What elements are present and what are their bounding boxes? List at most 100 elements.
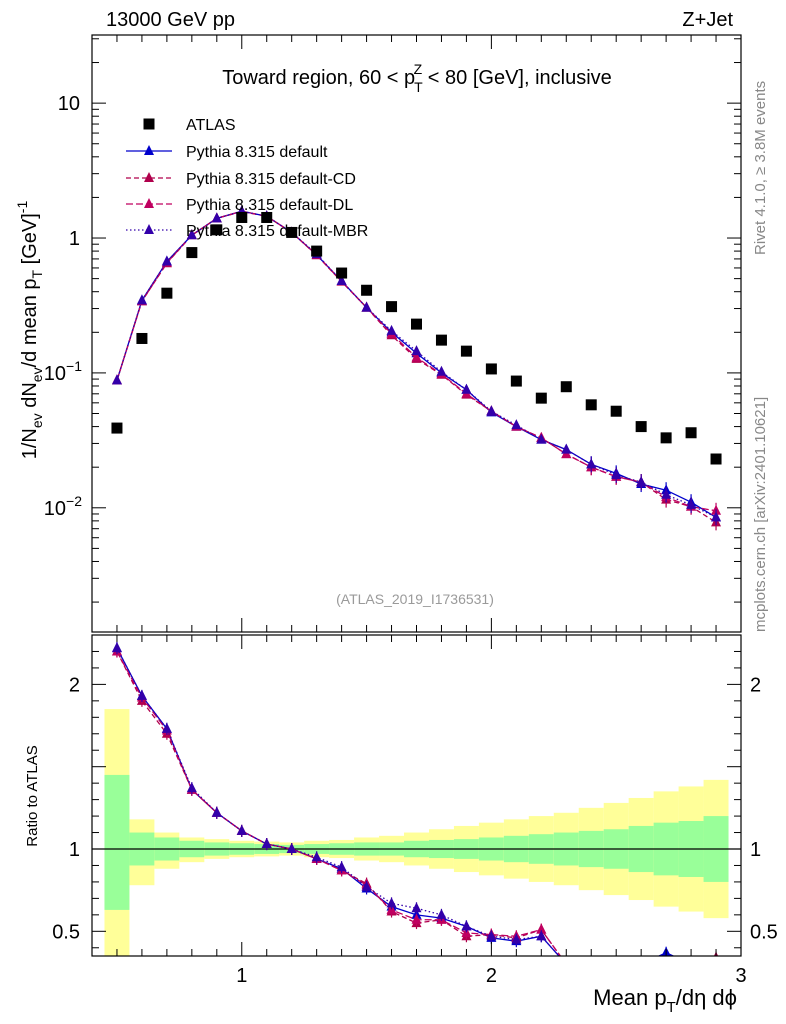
data-point [585,399,597,411]
series-point [686,498,697,509]
title-sub: T [414,79,423,95]
ratio-y-tick-label: 1 [69,839,80,861]
legend-label-atlas: ATLAS [186,117,236,134]
ratio-point [711,958,721,968]
y-axis-label: 1/Nev dNev/d mean pT [GeV]-1 [14,201,45,460]
data-point [435,334,447,346]
series-point [436,365,447,376]
ratio-series [111,642,721,968]
y-tick-label: 10 [58,93,80,115]
series-point [136,294,147,305]
title-pre: Toward region, 60 < p [222,67,415,89]
data-point [161,287,173,299]
data-point [136,332,148,344]
x-tick-label: 2 [486,965,497,987]
legend-label-1: Pythia 8.315 default-CD [186,171,356,188]
ratio-y-tick-label-right: 1 [750,839,761,861]
ratio-point [536,923,547,934]
ratio-point [111,642,122,653]
data-point [211,224,223,236]
legend-label-2: Pythia 8.315 default-DL [186,197,353,214]
data-point [685,427,697,439]
data-point [485,363,497,375]
ratio-point [711,958,721,968]
series-point [611,469,622,480]
chart-title: Toward region, 60 < pTZ < 80 [GeV], incl… [222,61,612,95]
x-axis-label: Mean pT/dη dϕ [593,985,737,1016]
series-point [211,212,222,223]
ratio-point [461,920,472,931]
series-point [461,383,472,394]
ratio-point [236,824,247,835]
ratio-point [611,958,621,968]
ratio-point [361,880,372,891]
ratio-point [611,958,621,968]
ratio-point [636,958,646,968]
x-tick-label: 3 [735,965,746,987]
ratio-y-tick-label-right: 0.5 [750,921,778,943]
series-point [411,351,422,362]
ratio-y-tick-label: 2 [69,674,80,696]
y-tick-label: 10−2 [44,493,82,520]
ratio-point [636,958,646,968]
ratio-point [436,908,447,919]
data-point [286,226,298,238]
data-point [411,318,422,330]
ratio-point [286,843,297,853]
side-label-mcplots: mcplots.cern.ch [arXiv:2401.10621] [752,397,769,632]
y-tick-label: 1 [69,228,80,250]
ratio-point [536,930,547,941]
x-tick-label: 1 [236,965,247,987]
ratio-point [561,958,571,968]
legend-marker-2 [144,198,154,208]
ratio-point [686,958,696,968]
ratio-point [411,902,422,913]
ratio-point [561,958,571,968]
ratio-point [161,722,172,733]
data-point [311,245,323,257]
data-point [386,301,398,313]
legend-marker-atlas [143,118,155,130]
legend-label-3: Pythia 8.315 default-MBR [186,223,368,240]
ratio-y-tick-label-right: 2 [750,674,761,696]
legend-marker-0 [144,145,154,155]
ratio-point [561,958,571,968]
series-point [386,324,397,335]
legend-label-0: Pythia 8.315 default [186,144,328,161]
analysis-label: (ATLAS_2019_I1736531) [336,591,494,607]
series-point [336,275,347,286]
data-point [236,211,248,223]
legend: ATLAS Pythia 8.315 default Pythia 8.315 de… [126,117,368,240]
ratio-point [486,930,497,941]
series-point [111,374,122,385]
series-point [711,511,722,522]
ratio-point [586,958,596,968]
data-point [660,432,672,444]
data-point [560,381,572,393]
series-point [186,229,197,240]
ratio-point [686,958,696,968]
ratio-y-tick-label: 0.5 [52,921,80,943]
data-point [535,392,547,404]
series-point [636,476,647,487]
ratio-point [586,958,596,968]
ratio-point [411,913,422,924]
series-point [411,345,422,356]
series-line-3 [116,210,717,518]
ratio-point [661,958,671,968]
series-point [361,301,372,312]
ratio-point [636,958,646,968]
ratio-point [611,958,621,968]
y-tick-labels: 10 1 10−1 10−2 [44,93,82,520]
data-point [111,422,123,434]
header-left: 13000 GeV pp [106,9,235,31]
data-point [336,267,348,279]
header-right: Z+Jet [682,9,733,31]
data-point [635,421,647,433]
series-point [511,419,522,430]
y-ticks [92,38,741,603]
data-point [710,453,722,465]
series-point [586,458,597,469]
series-point [561,443,572,454]
